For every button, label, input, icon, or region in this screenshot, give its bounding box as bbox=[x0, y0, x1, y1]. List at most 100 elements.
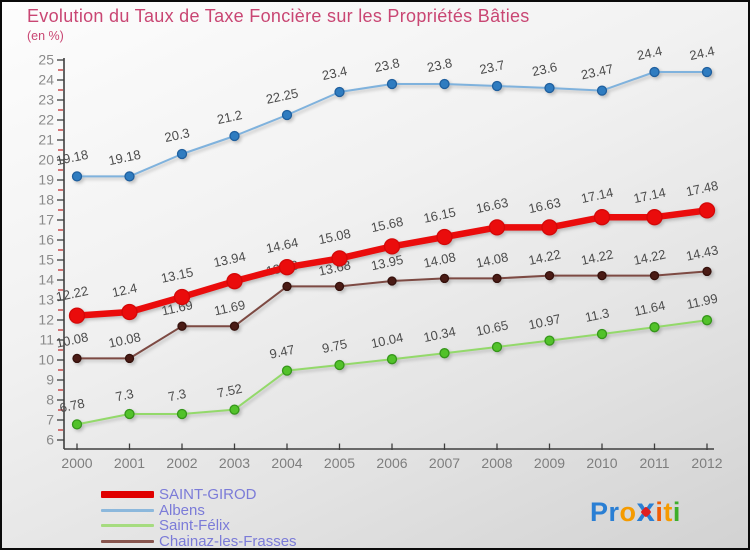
legend-swatch-albens bbox=[101, 508, 154, 512]
logo-letter: P bbox=[590, 497, 609, 527]
data-label-saint-girod: 16.63 bbox=[475, 195, 510, 216]
legend-item-chainaz-les-frasses: Chainaz-les-Frasses bbox=[101, 534, 297, 548]
data-label-saint-f-lix: 6.78 bbox=[58, 396, 86, 416]
data-point-saint-girod bbox=[646, 209, 663, 226]
legend-swatch-saint-felix bbox=[101, 524, 154, 528]
data-label-chainaz-les-frasses: 10.08 bbox=[55, 329, 90, 350]
y-tick-label: 25 bbox=[38, 52, 54, 68]
data-label-saint-f-lix: 10.04 bbox=[370, 330, 405, 351]
data-point-saint-f-lix bbox=[281, 365, 293, 376]
data-point-saint-girod bbox=[541, 219, 558, 236]
data-label-chainaz-les-frasses: 10.08 bbox=[107, 329, 142, 350]
logo-letter: i bbox=[655, 497, 664, 527]
data-label-albens: 23.47 bbox=[580, 61, 615, 82]
data-label-chainaz-les-frasses: 14.08 bbox=[475, 249, 510, 270]
data-point-saint-girod bbox=[226, 273, 243, 290]
y-tick-label: 8 bbox=[46, 392, 54, 408]
x-tick-label: 2007 bbox=[429, 455, 460, 471]
data-point-saint-girod bbox=[68, 307, 86, 324]
data-label-saint-f-lix: 7.3 bbox=[167, 386, 188, 404]
data-point-saint-girod bbox=[488, 219, 506, 236]
proxiti-logo: Proxiti bbox=[590, 493, 681, 528]
data-label-saint-f-lix: 10.97 bbox=[527, 311, 562, 332]
data-point-saint-girod bbox=[436, 228, 453, 246]
logo-letter: o bbox=[619, 497, 637, 527]
data-label-saint-girod: 15.68 bbox=[370, 214, 405, 235]
data-point-saint-girod bbox=[331, 250, 348, 267]
data-point-albens bbox=[544, 82, 555, 94]
y-tick-label: 11 bbox=[39, 332, 54, 348]
series-chainaz-les-frasses bbox=[72, 266, 712, 364]
data-point-albens bbox=[439, 78, 450, 90]
y-tick-label: 16 bbox=[38, 232, 54, 248]
chart-subtitle: (en %) bbox=[27, 29, 64, 43]
data-label-albens: 20.3 bbox=[163, 125, 191, 145]
data-point-chainaz-les-frasses bbox=[282, 281, 292, 292]
data-point-saint-f-lix bbox=[229, 404, 240, 415]
data-point-saint-girod bbox=[121, 303, 138, 321]
data-label-saint-girod: 12.4 bbox=[111, 280, 139, 300]
data-label-saint-girod: 13.94 bbox=[212, 249, 247, 270]
logo-letter: t bbox=[663, 497, 673, 527]
data-point-albens bbox=[71, 171, 83, 182]
legend-label: SAINT-GIROD bbox=[159, 486, 257, 504]
y-tick-label: 7 bbox=[46, 412, 54, 428]
data-label-albens: 23.4 bbox=[321, 63, 349, 83]
data-point-chainaz-les-frasses bbox=[387, 276, 397, 286]
series-albens bbox=[71, 66, 713, 182]
x-tick-label: 2010 bbox=[586, 455, 617, 471]
data-label-saint-f-lix: 11.64 bbox=[633, 298, 667, 319]
data-point-saint-f-lix bbox=[71, 419, 83, 430]
data-label-saint-girod: 12.22 bbox=[55, 283, 90, 304]
data-label-chainaz-les-frasses: 14.43 bbox=[685, 242, 720, 263]
y-tick-label: 15 bbox=[38, 252, 54, 268]
axes: 6 7 8 9 10 11 12 13 14 15 16 17 18 19 20 21 22 23 24 25 2000… bbox=[38, 52, 722, 472]
data-label-chainaz-les-frasses: 14.22 bbox=[527, 246, 562, 267]
data-point-saint-f-lix bbox=[334, 359, 345, 371]
data-point-albens bbox=[701, 66, 713, 78]
data-label-saint-girod: 14.64 bbox=[265, 235, 300, 256]
chart-title: Evolution du Taux de Taxe Foncière sur l… bbox=[27, 6, 530, 26]
x-tick-label: 2004 bbox=[271, 455, 302, 471]
x-tick-label: 2001 bbox=[114, 455, 145, 471]
data-label-albens: 23.7 bbox=[478, 57, 506, 77]
data-point-albens bbox=[229, 130, 240, 142]
logo-letter: r bbox=[608, 497, 620, 527]
data-label-saint-f-lix: 10.65 bbox=[475, 317, 510, 338]
data-point-saint-f-lix bbox=[176, 408, 188, 420]
data-point-chainaz-les-frasses bbox=[439, 273, 450, 284]
data-label-albens: 23.8 bbox=[373, 55, 401, 75]
data-point-albens bbox=[491, 80, 503, 92]
data-point-saint-f-lix bbox=[544, 335, 555, 346]
data-point-albens bbox=[281, 109, 293, 121]
legend-label: Saint-Félix bbox=[159, 517, 230, 535]
data-point-albens bbox=[124, 171, 135, 182]
data-label-albens: 23.6 bbox=[531, 59, 559, 79]
y-tick-label: 23 bbox=[38, 92, 54, 108]
data-label-saint-girod: 17.14 bbox=[632, 185, 667, 206]
y-tick-label: 10 bbox=[38, 352, 54, 368]
series-saint-girod bbox=[68, 202, 716, 324]
logo-letter: i bbox=[672, 497, 681, 527]
data-label-saint-f-lix: 7.52 bbox=[216, 381, 244, 401]
tax-rate-line-chart: 6 7 8 9 10 11 12 13 14 15 16 17 18 19 20 21 22 23 24 25 2000… bbox=[38, 43, 722, 472]
legend-item-saint-girod: SAINT-GIROD bbox=[101, 487, 297, 503]
data-point-albens bbox=[386, 78, 398, 90]
data-label-chainaz-les-frasses: 13.95 bbox=[370, 252, 405, 273]
legend-label: Albens bbox=[159, 501, 205, 519]
data-point-chainaz-les-frasses bbox=[229, 321, 240, 331]
y-tick-label: 19 bbox=[38, 172, 54, 188]
data-point-saint-girod bbox=[698, 202, 716, 219]
series-labels-albens: 19.18 19.18 20.3 21.2 22.25 23.4 23.8 23.8 23.7 2… bbox=[55, 43, 716, 168]
data-point-saint-f-lix bbox=[124, 408, 135, 420]
data-point-saint-f-lix bbox=[439, 348, 450, 359]
data-point-saint-girod bbox=[173, 288, 191, 306]
data-label-albens: 23.8 bbox=[426, 55, 454, 75]
data-point-albens bbox=[649, 66, 660, 78]
data-label-saint-girod: 15.08 bbox=[317, 226, 352, 247]
y-tick-label: 9 bbox=[46, 372, 54, 388]
data-point-chainaz-les-frasses bbox=[124, 353, 135, 364]
data-label-saint-f-lix: 9.75 bbox=[321, 336, 349, 356]
data-label-albens: 21.2 bbox=[216, 107, 244, 127]
